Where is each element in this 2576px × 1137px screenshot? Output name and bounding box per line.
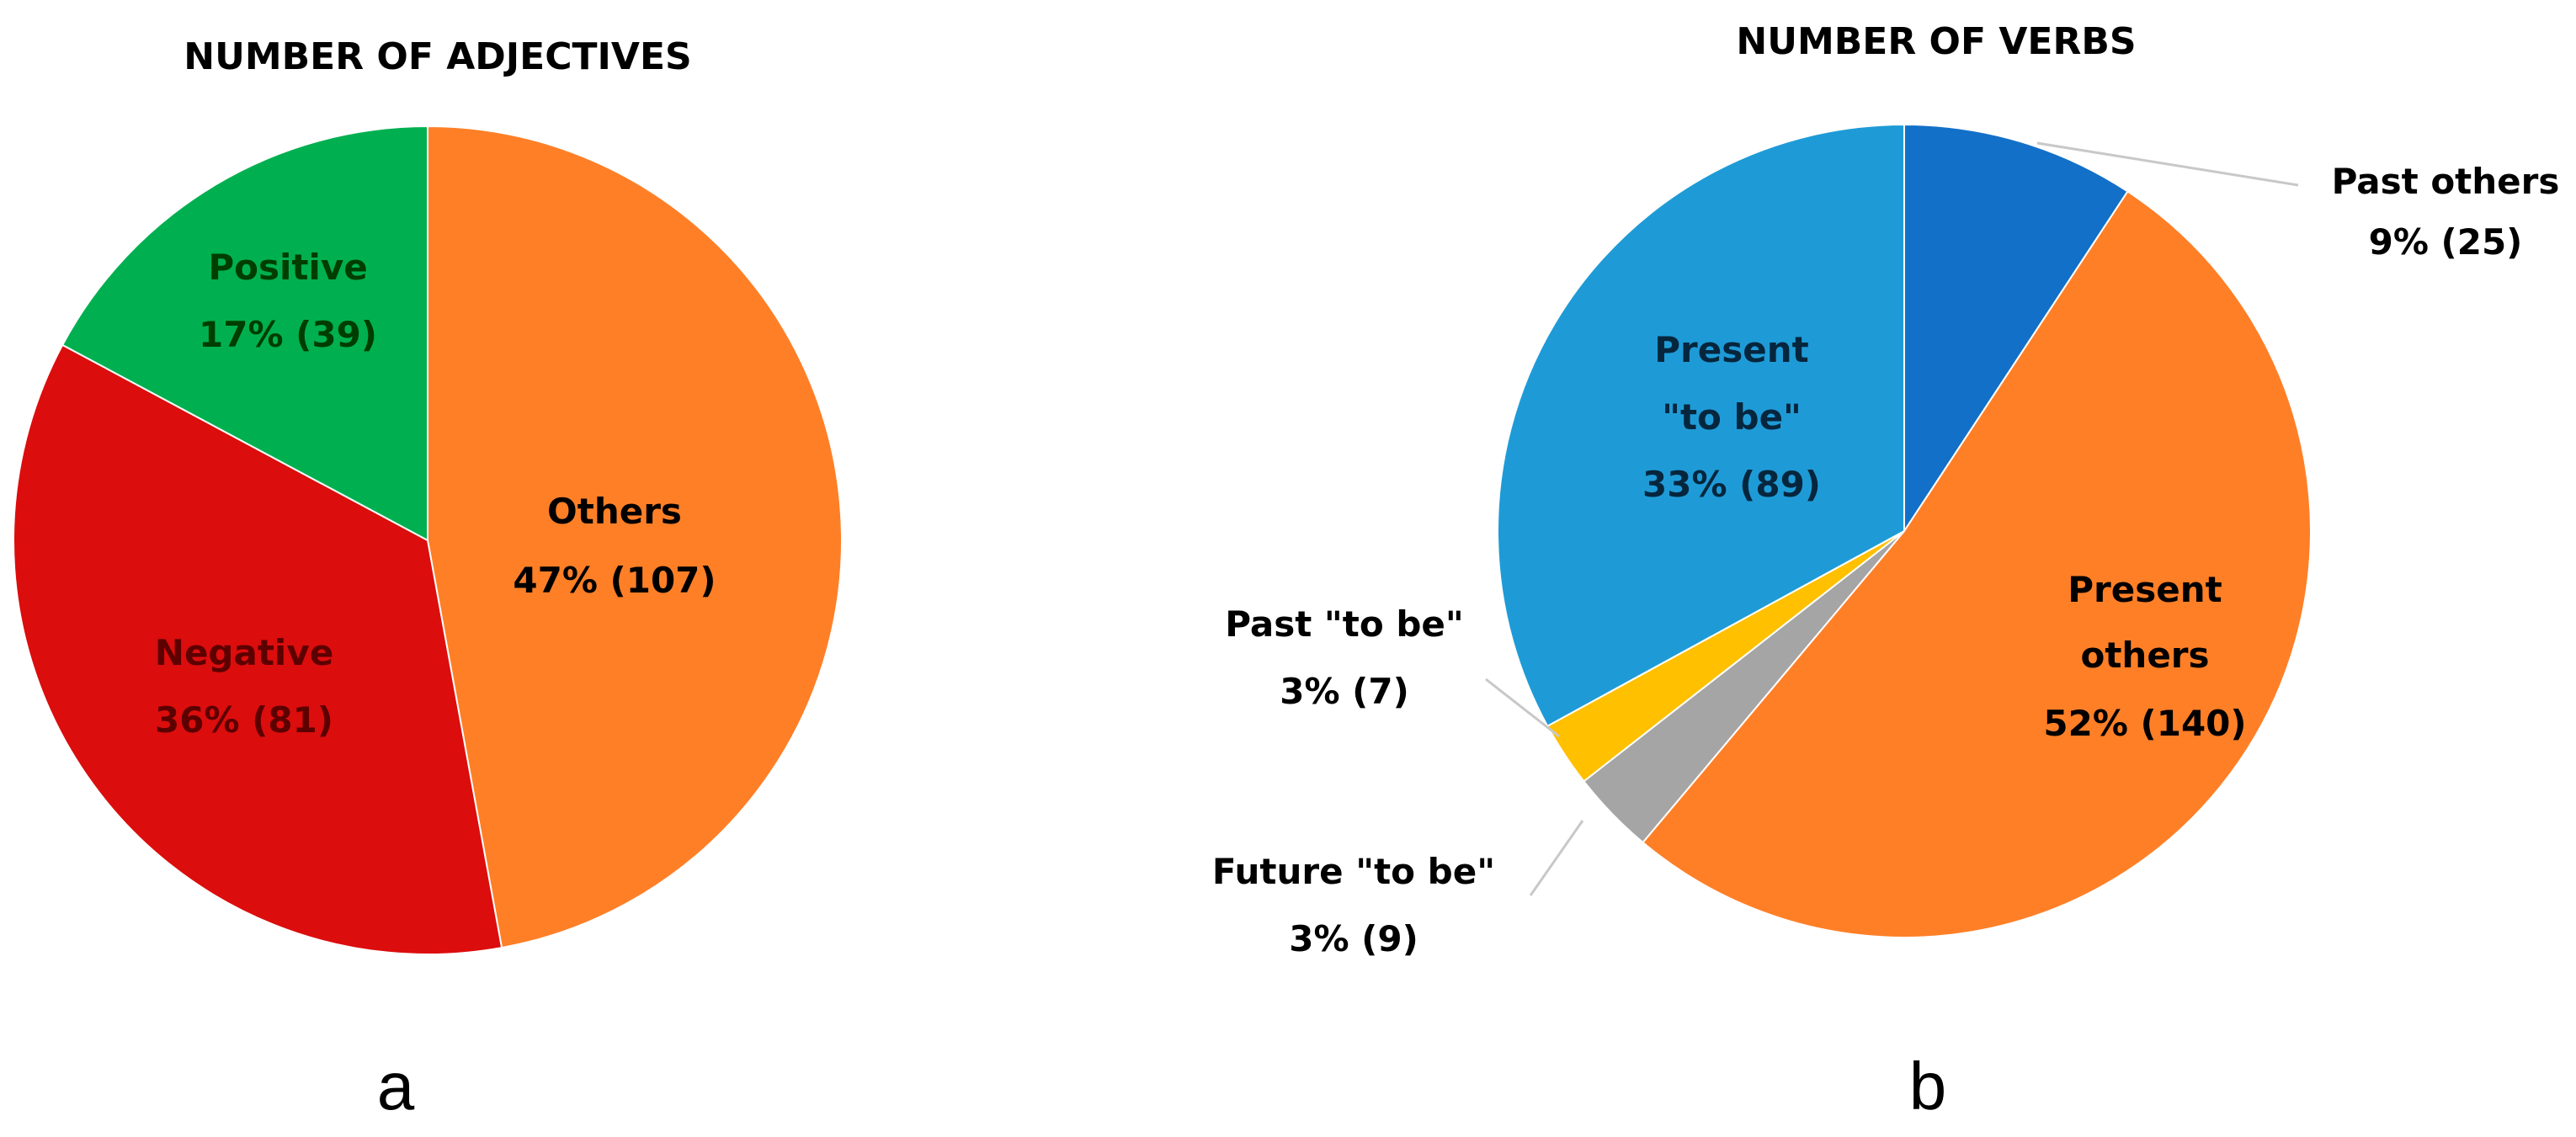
- verbs-label-past-to-be-value: 3% (7): [1280, 671, 1409, 712]
- adjectives-chart: NUMBER OF ADJECTIVES Others 47% (107) Ne…: [13, 35, 844, 1124]
- verbs-label-present-others-name: Present: [2068, 569, 2222, 610]
- verbs-slice-past-others: [1903, 123, 2129, 534]
- verbs-label-present-to-be-name: Present "to be": [1654, 329, 1808, 438]
- verbs-label-future-to-be-name: Future "to be": [1212, 851, 1495, 892]
- verbs-label-present-to-be-value: 33% (89): [1642, 464, 1821, 505]
- adjectives-title: NUMBER OF ADJECTIVES: [184, 35, 691, 78]
- adjectives-label-others-name: Others: [547, 491, 682, 532]
- adjectives-label-others-value: 47% (107): [513, 560, 716, 601]
- verbs-slice-present-others: [1642, 190, 2312, 938]
- verbs-label-future-to-be-value: 3% (9): [1289, 918, 1418, 959]
- verbs-label-past-others-name: Past others: [2332, 161, 2560, 202]
- adjectives-label-negative-value: 36% (81): [155, 699, 333, 741]
- verbs-label-past-others-value: 9% (25): [2369, 221, 2523, 263]
- verbs-pie: [1497, 123, 2312, 938]
- adjectives-label-positive-name: Positive: [208, 247, 367, 288]
- verbs-label-past-to-be-name: Past "to be": [1225, 603, 1464, 645]
- verbs-label-present-others-value: 52% (140): [2043, 703, 2246, 744]
- adjectives-label-positive-value: 17% (39): [199, 314, 377, 355]
- adjectives-label-negative-name: Negative: [155, 632, 333, 673]
- panel-label-a: a: [377, 1049, 415, 1124]
- leader-line-past-to-be: [1485, 677, 1560, 738]
- adjectives-pie: [13, 125, 844, 955]
- verbs-title: NUMBER OF VERBS: [1736, 20, 2136, 63]
- adjectives-slice-others: [427, 125, 844, 949]
- adjectives-slice-negative: [13, 343, 503, 955]
- verbs-slice-present-to-be: [1497, 123, 1905, 728]
- verbs-label-present-others-word: others: [2080, 635, 2209, 676]
- adjectives-slice-positive: [61, 125, 428, 542]
- leader-line-past-others: [2036, 141, 2299, 187]
- panel-label-b: b: [1909, 1049, 1947, 1124]
- leader-line-future-to-be: [1529, 820, 1584, 896]
- verbs-chart: NUMBER OF VERBS Past others 9% (25) Pres…: [1212, 20, 2559, 1124]
